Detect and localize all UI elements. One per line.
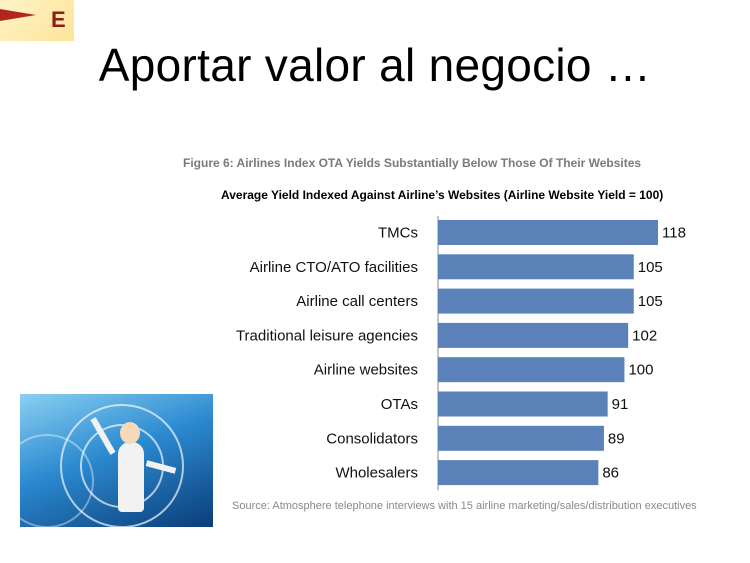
category-label: TMCs (378, 225, 418, 242)
decorative-photo (20, 394, 213, 527)
slide-title: Aportar valor al negocio … (98, 39, 652, 91)
bar-value-label: 91 (612, 396, 629, 413)
bar (438, 357, 625, 383)
category-label: Airline CTO/ATO facilities (250, 259, 418, 276)
category-label: Airline call centers (296, 293, 418, 310)
figure-caption: Figure 6: Airlines Index OTA Yields Subs… (183, 156, 642, 170)
logo-letter: E (51, 7, 66, 32)
bar-value-label: 89 (608, 430, 625, 447)
category-label: Traditional leisure agencies (236, 327, 418, 344)
bar-value-label: 105 (638, 259, 663, 276)
bar-value-label: 102 (632, 327, 657, 344)
category-label: OTAs (381, 396, 418, 413)
bar-value-label: 100 (628, 362, 653, 379)
category-label: Wholesalers (335, 465, 418, 482)
bar (438, 254, 634, 280)
bar-value-label: 86 (602, 465, 619, 482)
bar (438, 460, 599, 486)
logo-arrow-icon (0, 9, 36, 21)
bar (438, 425, 604, 451)
bar (438, 288, 634, 314)
bar (438, 322, 629, 348)
chart-subtitle: Average Yield Indexed Against Airline’s … (221, 188, 664, 202)
chart-source-note: Source: Atmosphere telephone interviews … (232, 500, 697, 512)
bar-value-label: 105 (638, 293, 663, 310)
bar-chart: TMCs 118 Airline CTO/ATO facilities 105 Airl… (236, 216, 686, 491)
bar (438, 391, 608, 417)
company-logo: E (0, 0, 74, 41)
bar (438, 220, 658, 245)
category-label: Consolidators (326, 430, 418, 447)
bar-value-label: 118 (662, 225, 686, 242)
category-label: Airline websites (314, 362, 418, 379)
